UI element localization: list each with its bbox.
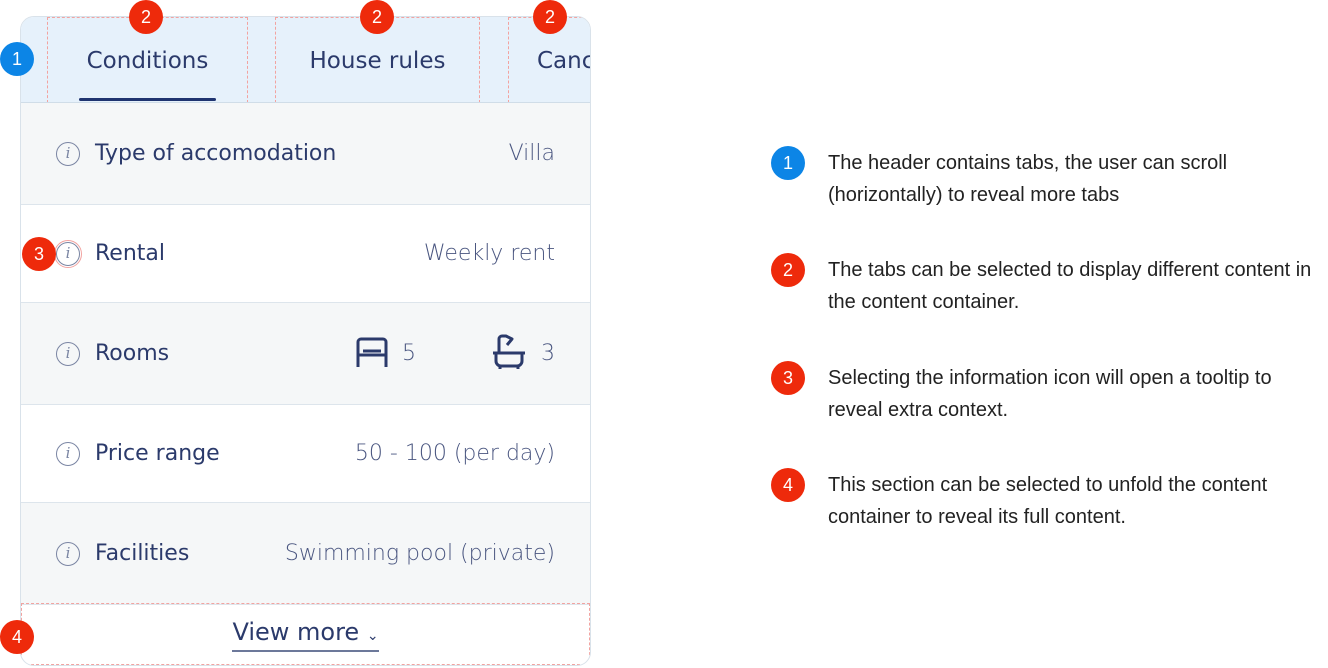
row-accommodation: i Type of accomodation Villa: [21, 103, 590, 205]
tab-label: Cancellation: [537, 48, 590, 74]
note-badge-3: 3: [771, 361, 805, 395]
conditions-card: Conditions House rules Cancellation i Ty…: [20, 16, 591, 666]
info-icon[interactable]: i: [56, 341, 80, 366]
bathtub-icon: [493, 334, 525, 369]
row-value: Weekly rent: [423, 241, 555, 266]
row-value: Swimming pool (private): [284, 541, 555, 566]
row-facilities: i Facilities Swimming pool (private): [21, 503, 590, 605]
row-rooms: i Rooms 5 3: [21, 303, 590, 405]
info-icon[interactable]: i: [56, 441, 80, 466]
annotation-badge-3: 3: [22, 237, 56, 271]
tab-label: House rules: [309, 48, 446, 74]
row-rental: i Rental Weekly rent: [21, 205, 590, 303]
chevron-down-icon: ⌄: [366, 628, 379, 644]
row-label: Type of accomodation: [95, 141, 337, 166]
info-icon[interactable]: i: [56, 141, 80, 166]
row-value: Villa: [508, 141, 555, 166]
active-tab-indicator: [79, 98, 216, 101]
note-badge-4: 4: [771, 468, 805, 502]
row-value: 50 - 100 (per day): [354, 441, 555, 466]
note-2: The tabs can be selected to display diff…: [828, 259, 1312, 313]
row-label: Facilities: [95, 541, 190, 566]
note-3: Selecting the information icon will open…: [828, 367, 1272, 421]
note-badge-1: 1: [771, 146, 805, 180]
bedroom-count: 5: [402, 341, 416, 366]
annotation-badge-1: 1: [0, 42, 34, 76]
bathroom-count: 3: [541, 341, 555, 366]
annotation-badge-4: 4: [0, 620, 34, 654]
view-more-link[interactable]: View more ⌄: [232, 618, 379, 652]
bed-icon: [356, 337, 388, 367]
row-label: Rooms: [95, 341, 170, 366]
note-1: The header contains tabs, the user can s…: [828, 152, 1228, 206]
annotation-badge-2: 2: [360, 0, 394, 34]
note-badge-2: 2: [771, 253, 805, 287]
info-icon[interactable]: i: [56, 541, 80, 566]
view-more-label: View more: [232, 618, 360, 646]
view-more-section[interactable]: View more ⌄: [21, 603, 590, 665]
info-icon[interactable]: i: [54, 239, 82, 268]
row-price-range: i Price range 50 - 100 (per day): [21, 405, 590, 503]
annotation-badge-2: 2: [533, 0, 567, 34]
row-label: Price range: [95, 441, 220, 466]
tab-bar[interactable]: Conditions House rules Cancellation: [21, 17, 590, 103]
tab-label: Conditions: [86, 48, 209, 74]
note-4: This section can be selected to unfold t…: [828, 474, 1268, 528]
row-label: Rental: [95, 241, 165, 266]
annotation-badge-2: 2: [129, 0, 163, 34]
